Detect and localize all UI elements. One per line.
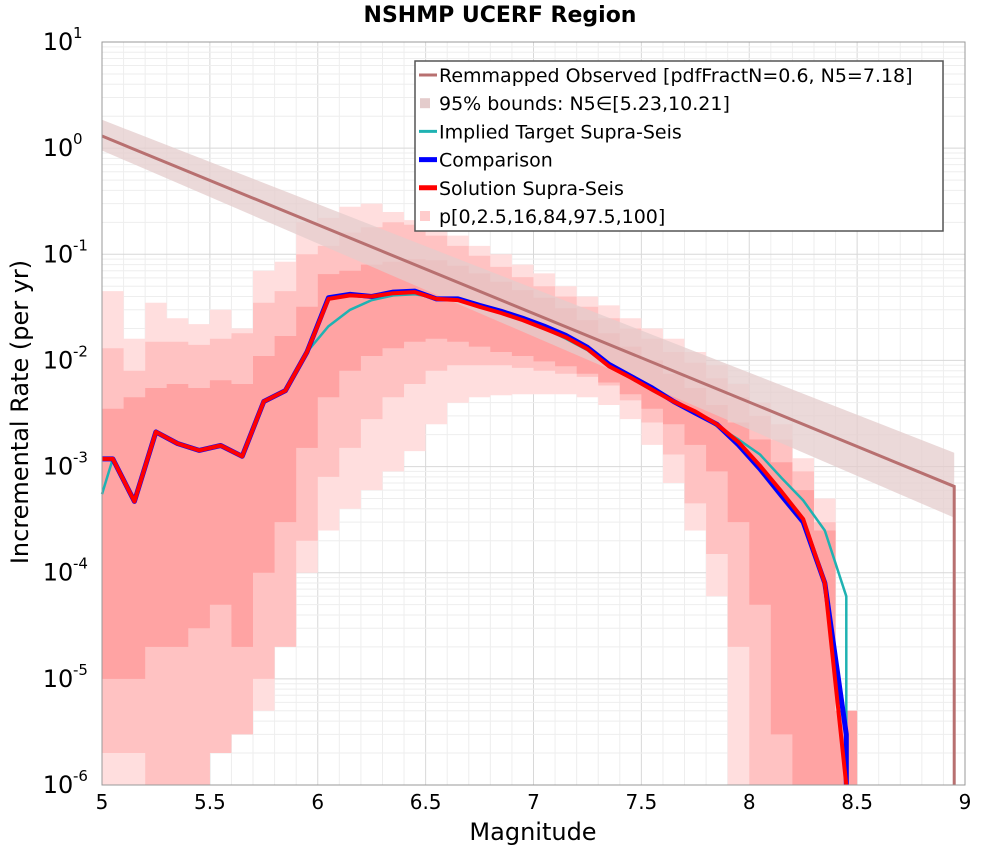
y-tick-label: 10 0 xyxy=(43,130,83,162)
legend-label: p[0,2.5,16,84,97.5,100] xyxy=(439,206,665,228)
y-tick-base: 10 xyxy=(43,559,74,587)
chart-title: NSHMP UCERF Region xyxy=(364,3,637,28)
y-tick-label: 10 -2 xyxy=(43,342,88,374)
y-axis-label: Incremental Rate (per yr) xyxy=(6,260,34,564)
legend-item: p[0,2.5,16,84,97.5,100] xyxy=(420,206,665,228)
y-tick-label: 10 -6 xyxy=(43,767,88,799)
x-tick-label: 8 xyxy=(743,790,756,814)
y-tick-exponent: -1 xyxy=(73,236,88,254)
y-tick-label: 10 -5 xyxy=(43,661,88,693)
y-tick-base: 10 xyxy=(43,346,74,374)
legend: Remmapped Observed [pdfFractN=0.6, N5=7.… xyxy=(414,60,944,232)
y-tick-base: 10 xyxy=(43,134,74,162)
y-tick-exponent: -6 xyxy=(73,767,88,785)
y-tick-base: 10 xyxy=(43,28,74,56)
y-tick-label: 10 -4 xyxy=(43,555,88,587)
legend-item: Implied Target Supra-Seis xyxy=(419,121,682,143)
legend-label: Comparison xyxy=(439,150,553,172)
x-tick-label: 8.5 xyxy=(841,790,873,814)
legend-item: 95% bounds: N5∈[5.23,10.21] xyxy=(420,93,730,115)
y-tick-base: 10 xyxy=(43,665,74,693)
x-tick-label: 7 xyxy=(527,790,540,814)
series-line-solution-supra-seis xyxy=(102,290,849,786)
y-tick-label: 10 -1 xyxy=(43,236,88,268)
y-tick-base: 10 xyxy=(43,771,74,799)
legend-item: Comparison xyxy=(419,150,553,172)
y-tick-exponent: -2 xyxy=(73,342,88,360)
y-tick-base: 10 xyxy=(43,240,74,268)
plot-frame xyxy=(101,41,966,786)
x-tick-labels: 5 5.5 6 6.5 7 7.5 8 8.5 9 xyxy=(96,790,972,814)
y-tick-exponent: -5 xyxy=(73,661,88,679)
x-tick-label: 6.5 xyxy=(410,790,442,814)
x-tick-label: 6 xyxy=(311,790,324,814)
x-axis-label: Magnitude xyxy=(469,818,596,846)
legend-label: Solution Supra-Seis xyxy=(439,178,624,200)
y-tick-exponent: 1 xyxy=(73,24,83,42)
x-tick-label: 9 xyxy=(959,790,972,814)
y-tick-exponent: -3 xyxy=(73,449,88,467)
y-tick-base: 10 xyxy=(43,453,74,481)
legend-item: Solution Supra-Seis xyxy=(419,178,624,200)
x-tick-label: 7.5 xyxy=(625,790,657,814)
y-tick-exponent: -4 xyxy=(73,555,88,573)
x-tick-label: 5.5 xyxy=(194,790,226,814)
legend-label: Implied Target Supra-Seis xyxy=(439,121,682,143)
y-tick-label: 10 -3 xyxy=(43,449,88,481)
y-tick-exponent: 0 xyxy=(73,130,83,148)
legend-label: 95% bounds: N5∈[5.23,10.21] xyxy=(439,93,730,115)
legend-item: Remmapped Observed [pdfFractN=0.6, N5=7.… xyxy=(419,65,913,87)
legend-swatch xyxy=(420,211,430,221)
legend-swatch xyxy=(420,98,430,109)
observed-line xyxy=(101,134,956,785)
legend-box xyxy=(414,60,944,232)
legend-label: Remmapped Observed [pdfFractN=0.6, N5=7.… xyxy=(439,65,913,87)
x-tick-label: 5 xyxy=(96,790,109,814)
series-lines xyxy=(100,288,849,786)
y-tick-label: 10 1 xyxy=(43,24,83,56)
